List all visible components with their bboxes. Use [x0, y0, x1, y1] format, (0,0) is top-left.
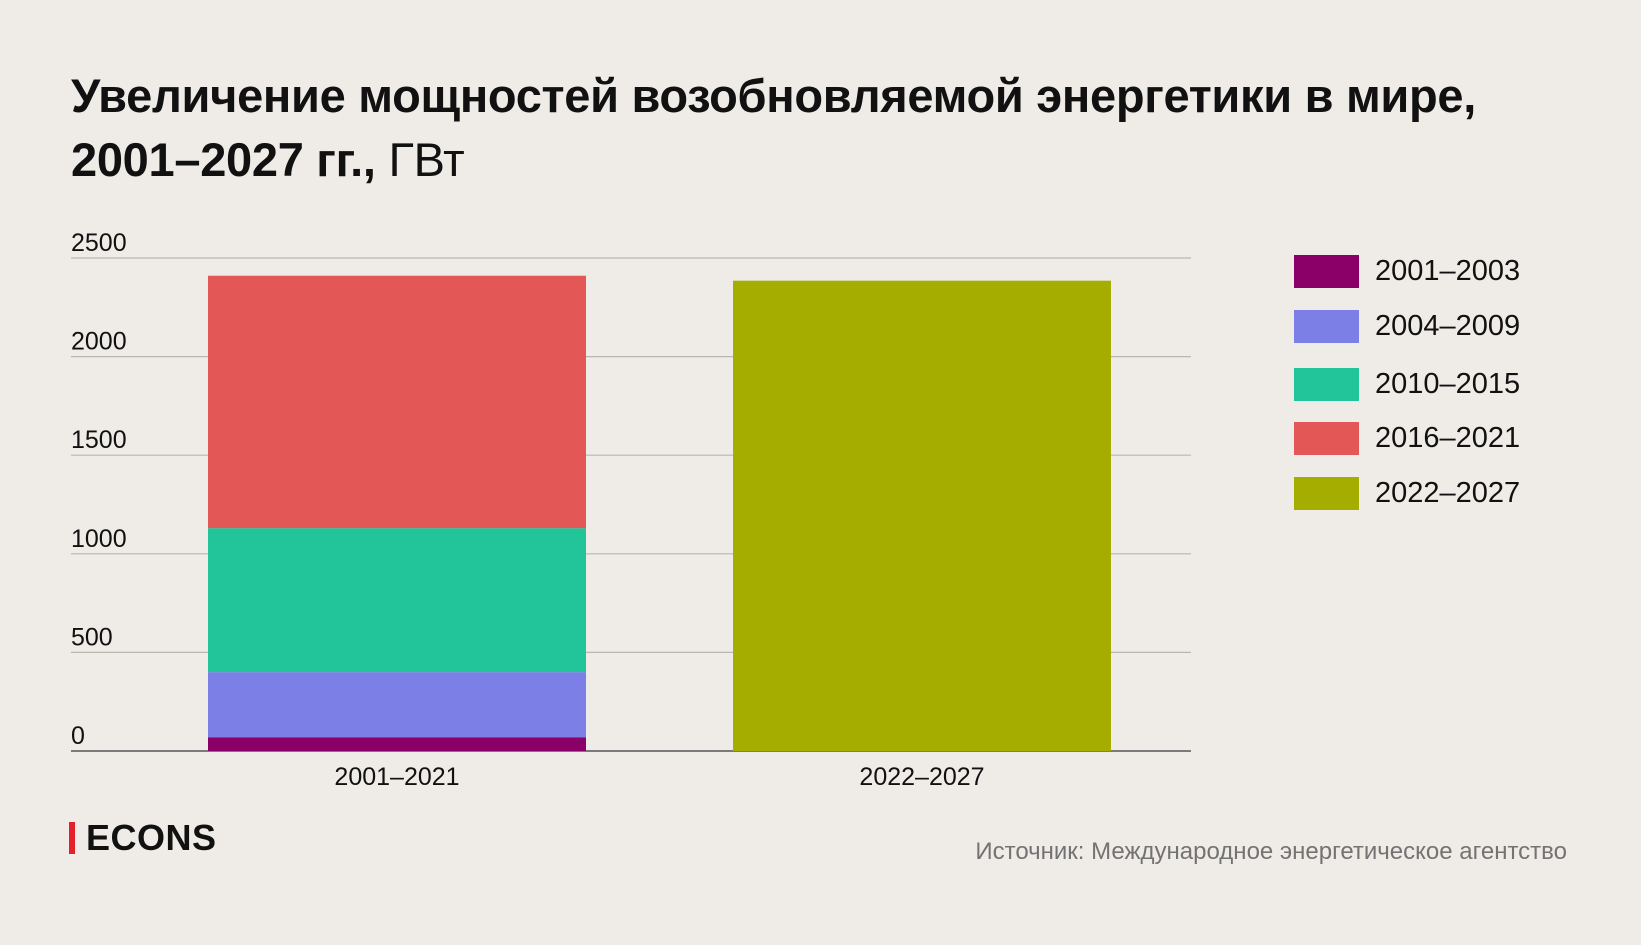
y-tick-label: 1500	[71, 426, 127, 454]
legend-swatch	[1294, 422, 1359, 455]
legend-item-2016-2021: 2016–2021	[1294, 422, 1520, 455]
chart-title-unit: ГВт	[388, 133, 465, 186]
legend-label: 2022–2027	[1375, 477, 1521, 509]
legend-label: 2001–2003	[1375, 255, 1521, 287]
bar-segment	[733, 280, 1111, 751]
x-axis-ticks: 2001–2021 2022–2027	[334, 763, 984, 791]
y-tick-label: 2500	[71, 229, 127, 257]
legend-item-2004-2009: 2004–2009	[1294, 310, 1520, 343]
y-tick-label: 2000	[71, 328, 127, 356]
legend-item-2010-2015: 2010–2015	[1294, 368, 1520, 401]
y-tick-label: 0	[71, 722, 85, 750]
source-note: Источник: Международное энергетическое а…	[975, 838, 1567, 865]
legend-swatch	[1294, 368, 1359, 401]
chart-title: Увеличение мощностей возобновляемой энер…	[71, 64, 1541, 192]
y-tick-label: 1000	[71, 525, 127, 553]
legend-item-2022-2027: 2022–2027	[1294, 477, 1520, 510]
bars	[208, 275, 1111, 751]
logo-accent-bar	[69, 822, 75, 854]
legend-label: 2004–2009	[1375, 310, 1521, 342]
bar-segment	[208, 275, 586, 529]
legend-label: 2016–2021	[1375, 422, 1521, 454]
bar-segment	[208, 672, 586, 738]
y-axis-ticks: 0 500 1000 1500 2000 2500	[71, 229, 127, 750]
legend-swatch	[1294, 255, 1359, 288]
legend-swatch	[1294, 477, 1359, 510]
bar-segment	[208, 737, 586, 751]
x-tick-label: 2022–2027	[859, 763, 984, 791]
bar-segment	[208, 528, 586, 673]
y-tick-label: 500	[71, 623, 113, 651]
chart-title-main: Увеличение мощностей возобновляемой энер…	[71, 69, 1477, 186]
econs-logo: ECONS	[69, 817, 217, 858]
logo-text: ECONS	[86, 817, 217, 858]
legend-item-2001-2003: 2001–2003	[1294, 255, 1520, 288]
legend-label: 2010–2015	[1375, 368, 1521, 400]
x-tick-label: 2001–2021	[334, 763, 459, 791]
legend-swatch	[1294, 310, 1359, 343]
